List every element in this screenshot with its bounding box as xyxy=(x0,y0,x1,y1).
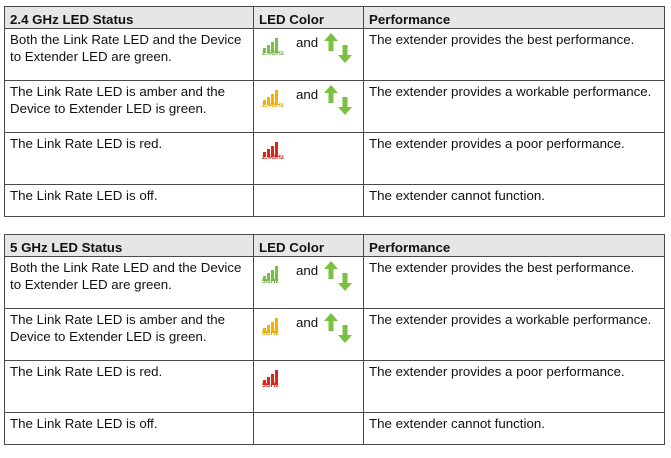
led-color-cell: 2.4GHz and xyxy=(253,80,364,133)
signal-bars-icon: 5GHz xyxy=(262,368,285,394)
up-down-arrows-icon xyxy=(324,261,352,291)
status-cell: The Link Rate LED is red. xyxy=(4,360,254,413)
performance-cell: The extender provides a poor performance… xyxy=(363,132,665,185)
band-label: 2.4GHz xyxy=(262,50,285,57)
status-cell: Both the Link Rate LED and the Device to… xyxy=(4,28,254,81)
led-color-header: LED Color xyxy=(253,6,364,29)
led-color-cell: 2.4GHz and xyxy=(253,28,364,81)
led-color-cell: 5GHz and xyxy=(253,256,364,309)
signal-bars-icon: 5GHz xyxy=(262,316,285,342)
table-row: The Link Rate LED is amber and the Devic… xyxy=(4,80,665,133)
up-down-arrows-icon xyxy=(324,313,352,343)
table-row: The Link Rate LED is red. 5GHz The exten… xyxy=(4,360,665,413)
table-header-row: 2.4 GHz LED Status LED Color Performance xyxy=(4,6,665,29)
and-label: and xyxy=(296,87,319,102)
led-color-cell xyxy=(253,184,364,217)
performance-cell: The extender provides the best performan… xyxy=(363,28,665,81)
led-color-cell: 2.4GHz xyxy=(253,132,364,185)
performance-cell: The extender cannot function. xyxy=(363,412,665,445)
led-color-header: LED Color xyxy=(253,234,364,257)
led-color-cell: 5GHz xyxy=(253,360,364,413)
table-row: The Link Rate LED is amber and the Devic… xyxy=(4,308,665,361)
led-color-cell xyxy=(253,412,364,445)
signal-bars-icon: 2.4GHz xyxy=(262,36,285,62)
performance-cell: The extender provides the best performan… xyxy=(363,256,665,309)
table-row: Both the Link Rate LED and the Device to… xyxy=(4,256,665,309)
performance-header: Performance xyxy=(363,6,665,29)
status-cell: Both the Link Rate LED and the Device to… xyxy=(4,256,254,309)
led-color-cell: 5GHz and xyxy=(253,308,364,361)
status-header: 5 GHz LED Status xyxy=(4,234,254,257)
up-down-arrows-icon xyxy=(324,33,352,63)
band-label: 2.4GHz xyxy=(262,102,285,109)
band-label: 5GHz xyxy=(262,330,279,337)
table-row: Both the Link Rate LED and the Device to… xyxy=(4,28,665,81)
performance-cell: The extender cannot function. xyxy=(363,184,665,217)
performance-header: Performance xyxy=(363,234,665,257)
signal-bars-icon: 2.4GHz xyxy=(262,88,285,114)
band-label: 5GHz xyxy=(262,382,279,389)
signal-bars-icon: 2.4GHz xyxy=(262,140,285,166)
and-label: and xyxy=(296,35,319,50)
status-cell: The Link Rate LED is red. xyxy=(4,132,254,185)
performance-cell: The extender provides a poor performance… xyxy=(363,360,665,413)
led-status-table-5ghz: 5 GHz LED Status LED Color Performance B… xyxy=(4,234,665,445)
band-label: 5GHz xyxy=(262,278,279,285)
table-row: The Link Rate LED is red. 2.4GHz The ext… xyxy=(4,132,665,185)
status-header: 2.4 GHz LED Status xyxy=(4,6,254,29)
status-cell: The Link Rate LED is off. xyxy=(4,184,254,217)
table-row: The Link Rate LED is off. The extender c… xyxy=(4,184,665,217)
table-header-row: 5 GHz LED Status LED Color Performance xyxy=(4,234,665,257)
status-cell: The Link Rate LED is amber and the Devic… xyxy=(4,308,254,361)
signal-bars-icon: 5GHz xyxy=(262,264,285,290)
led-status-table-2-4ghz: 2.4 GHz LED Status LED Color Performance… xyxy=(4,6,665,217)
performance-cell: The extender provides a workable perform… xyxy=(363,308,665,361)
up-down-arrows-icon xyxy=(324,85,352,115)
and-label: and xyxy=(296,263,319,278)
status-cell: The Link Rate LED is off. xyxy=(4,412,254,445)
and-label: and xyxy=(296,315,319,330)
status-cell: The Link Rate LED is amber and the Devic… xyxy=(4,80,254,133)
table-row: The Link Rate LED is off. The extender c… xyxy=(4,412,665,445)
band-label: 2.4GHz xyxy=(262,154,285,161)
performance-cell: The extender provides a workable perform… xyxy=(363,80,665,133)
